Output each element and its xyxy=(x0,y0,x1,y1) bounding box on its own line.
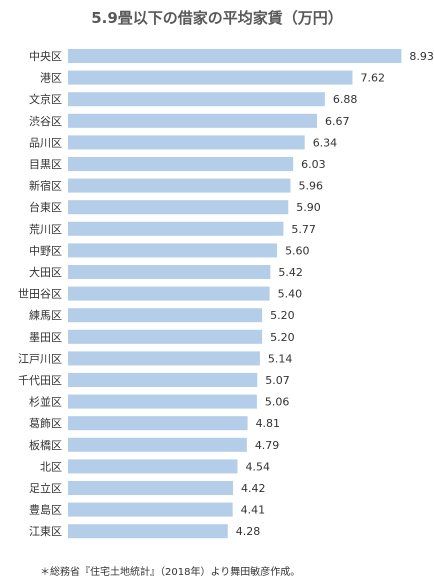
category-label: 墨田区 xyxy=(29,331,62,344)
bar xyxy=(68,308,263,323)
value-label: 6.67 xyxy=(325,115,350,128)
value-label: 4.41 xyxy=(241,504,266,517)
value-label: 4.79 xyxy=(255,439,280,452)
category-label: 豊島区 xyxy=(29,503,62,517)
category-label: 新宿区 xyxy=(29,179,62,193)
category-label: 足立区 xyxy=(29,481,62,495)
bar xyxy=(68,243,278,258)
bar xyxy=(68,178,291,193)
bar xyxy=(68,157,294,171)
bar xyxy=(68,351,260,366)
bar xyxy=(68,373,258,387)
bar xyxy=(68,265,271,279)
bar xyxy=(68,524,228,539)
category-label: 北区 xyxy=(40,460,62,473)
category-label: 荒川区 xyxy=(29,223,62,236)
value-label: 5.07 xyxy=(265,374,290,387)
category-label: 大田区 xyxy=(29,265,62,279)
value-label: 4.81 xyxy=(256,417,281,430)
category-label: 中央区 xyxy=(29,50,62,63)
bar xyxy=(68,329,263,344)
bar xyxy=(68,416,248,431)
value-label: 5.20 xyxy=(270,331,295,344)
value-label: 7.62 xyxy=(360,72,385,85)
value-label: 5.40 xyxy=(278,288,303,301)
bar xyxy=(68,135,305,150)
value-label: 4.54 xyxy=(245,460,270,473)
value-label: 5.42 xyxy=(278,266,303,279)
value-label: 4.28 xyxy=(236,525,261,538)
bar xyxy=(68,502,233,517)
category-label: 葛飾区 xyxy=(29,417,62,430)
value-label: 5.14 xyxy=(268,352,293,365)
bar xyxy=(68,459,238,474)
bars-layer: 中央区 8.93 港区 7.62 文京区 6.88 渋谷区 6.67 品川区 6.34 目黒区 6.0… xyxy=(18,49,434,539)
category-label: 江戸川区 xyxy=(18,352,62,365)
category-label: 杉並区 xyxy=(29,395,62,409)
value-label: 4.42 xyxy=(241,482,266,495)
category-label: 中野区 xyxy=(29,244,62,257)
category-label: 文京区 xyxy=(29,92,62,106)
value-label: 6.03 xyxy=(301,158,326,171)
bar xyxy=(68,70,353,85)
bar xyxy=(68,481,234,495)
bar xyxy=(68,394,257,409)
source-note: ＊総務省『住宅土地統計』（2018年）より舞田敏彦作成。 xyxy=(40,567,301,578)
category-label: 目黒区 xyxy=(29,158,62,171)
value-label: 5.96 xyxy=(299,180,324,193)
bar xyxy=(68,49,402,63)
bar xyxy=(68,200,289,215)
bar xyxy=(68,92,325,107)
bar xyxy=(68,113,318,128)
bar xyxy=(68,221,284,236)
bar xyxy=(68,286,270,301)
value-label: 5.20 xyxy=(270,309,295,322)
category-label: 千代田区 xyxy=(18,374,62,387)
value-label: 5.60 xyxy=(285,244,310,257)
value-label: 6.34 xyxy=(313,136,338,149)
category-label: 渋谷区 xyxy=(29,115,62,128)
value-label: 6.88 xyxy=(333,93,358,106)
value-label: 5.06 xyxy=(265,396,290,409)
value-label: 8.93 xyxy=(409,50,434,63)
category-label: 世田谷区 xyxy=(18,288,62,301)
category-label: 練馬区 xyxy=(29,308,62,322)
category-label: 港区 xyxy=(40,72,62,85)
category-label: 台東区 xyxy=(29,200,62,214)
category-label: 品川区 xyxy=(29,136,62,149)
bar xyxy=(68,437,247,452)
value-label: 5.77 xyxy=(291,223,316,236)
chart-title: 5.9畳以下の借家の平均家賃（万円） xyxy=(91,9,343,27)
category-label: 板橋区 xyxy=(29,438,62,452)
category-label: 江東区 xyxy=(29,525,62,538)
value-label: 5.90 xyxy=(296,201,321,214)
